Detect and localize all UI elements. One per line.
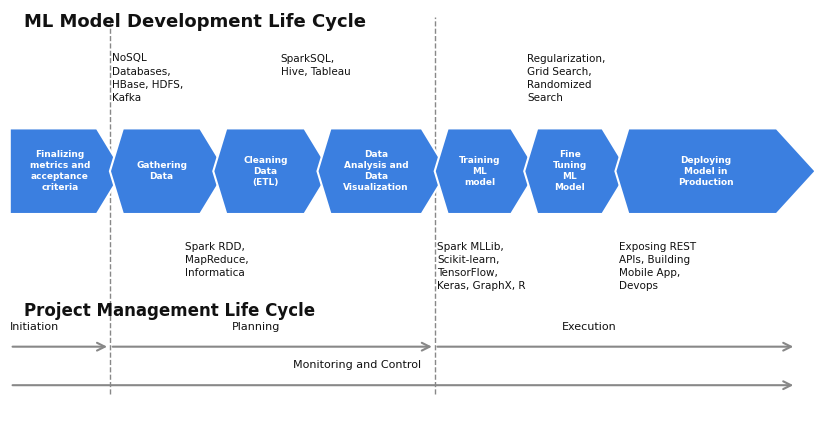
Text: Finalizing
metrics and
acceptance
criteria: Finalizing metrics and acceptance criter… <box>29 150 90 192</box>
Text: Monitoring and Control: Monitoring and Control <box>293 360 421 370</box>
Text: Fine
Tuning
ML
Model: Fine Tuning ML Model <box>553 150 587 192</box>
Text: Data
Analysis and
Data
Visualization: Data Analysis and Data Visualization <box>344 150 409 192</box>
Polygon shape <box>10 128 123 214</box>
Text: NoSQL
Databases,
HBase, HDFS,
Kafka: NoSQL Databases, HBase, HDFS, Kafka <box>112 54 184 103</box>
Text: Project Management Life Cycle: Project Management Life Cycle <box>24 302 316 320</box>
Text: Planning: Planning <box>232 322 280 332</box>
Text: Spark RDD,
MapReduce,
Informatica: Spark RDD, MapReduce, Informatica <box>185 242 248 278</box>
Text: Training
ML
model: Training ML model <box>459 156 500 187</box>
Polygon shape <box>317 128 448 214</box>
Polygon shape <box>524 128 628 214</box>
Polygon shape <box>435 128 537 214</box>
Text: Cleaning
Data
(ETL): Cleaning Data (ETL) <box>243 156 287 187</box>
Polygon shape <box>213 128 330 214</box>
Text: Regularization,
Grid Search,
Randomized
Search: Regularization, Grid Search, Randomized … <box>527 54 606 103</box>
Text: Deploying
Model in
Production: Deploying Model in Production <box>678 156 733 187</box>
Polygon shape <box>110 128 226 214</box>
Polygon shape <box>615 128 814 214</box>
Text: Execution: Execution <box>562 322 616 332</box>
Text: Spark MLLib,
Scikit-learn,
TensorFlow,
Keras, GraphX, R: Spark MLLib, Scikit-learn, TensorFlow, K… <box>437 242 526 291</box>
Text: Gathering
Data: Gathering Data <box>136 161 187 181</box>
Text: ML Model Development Life Cycle: ML Model Development Life Cycle <box>24 13 366 31</box>
Text: Exposing REST
APIs, Building
Mobile App,
Devops: Exposing REST APIs, Building Mobile App,… <box>619 242 696 291</box>
Text: Initiation: Initiation <box>10 322 59 332</box>
Text: SparkSQL,
Hive, Tableau: SparkSQL, Hive, Tableau <box>281 54 351 77</box>
